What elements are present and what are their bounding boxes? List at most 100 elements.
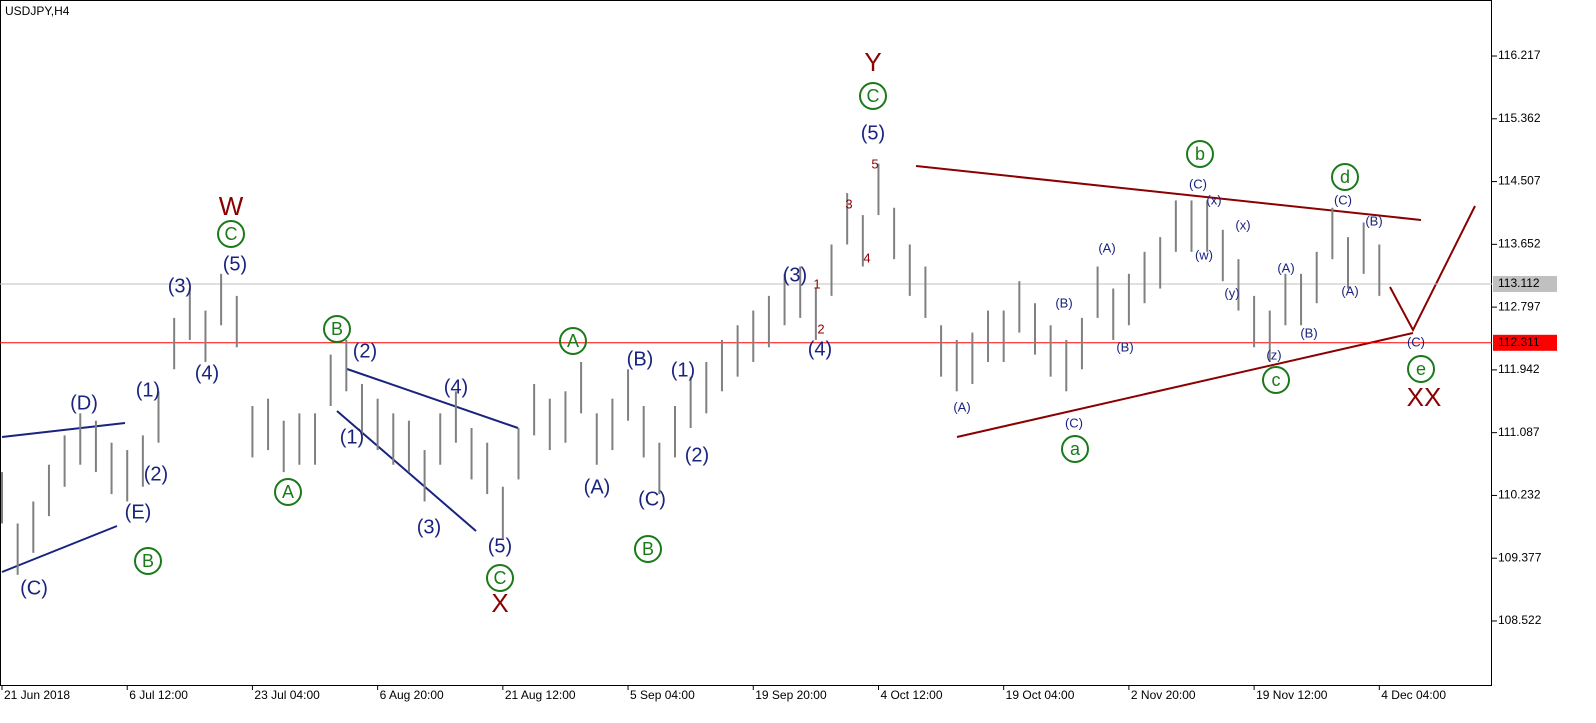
trend-line (1, 525, 118, 573)
y-tick-label: 114.507 (1498, 174, 1541, 188)
y-tick-label: 111.087 (1498, 425, 1540, 439)
wave-label: (5) (488, 535, 512, 557)
x-tick-label: 4 Dec 04:00 (1381, 688, 1446, 702)
wave-label: (A) (1341, 283, 1358, 298)
x-tick-label: 19 Oct 04:00 (1006, 688, 1075, 702)
wave-label: C (494, 568, 507, 588)
trend-line (336, 410, 477, 532)
y-tick-label: 110.232 (1498, 488, 1541, 502)
wave-circle (1186, 140, 1214, 168)
wave-label: (1) (340, 426, 364, 448)
wave-label: (B) (627, 348, 654, 370)
wave-label: d (1340, 167, 1350, 187)
wave-circle (134, 547, 162, 575)
wave-label: X (491, 588, 508, 618)
wave-label: (A) (1098, 240, 1115, 255)
y-tick-label: 109.377 (1498, 550, 1542, 564)
price-level-box (1493, 275, 1557, 292)
wave-label: (C) (1334, 192, 1352, 207)
wave-label: (y) (1224, 285, 1239, 300)
y-tick-label: 112.797 (1498, 299, 1541, 313)
trend-line (346, 368, 519, 429)
wave-label: (C) (1065, 415, 1083, 430)
wave-label: (A) (953, 399, 970, 414)
wave-label: 5 (871, 156, 878, 171)
wave-label: (A) (584, 476, 611, 498)
x-tick-label: 21 Aug 12:00 (505, 688, 576, 702)
wave-label: A (282, 482, 294, 502)
wave-label: b (1195, 144, 1205, 164)
price-level-label: 113.112 (1498, 276, 1540, 290)
wave-label: B (142, 551, 154, 571)
x-tick-label: 19 Sep 20:00 (755, 688, 827, 702)
wave-label: (5) (223, 253, 247, 275)
y-tick-label: 115.362 (1498, 111, 1541, 125)
wave-circle (1331, 163, 1359, 191)
wave-label: 3 (845, 196, 852, 211)
trend-line (915, 165, 1422, 221)
wave-label: (1) (136, 379, 160, 401)
x-tick-label: 6 Jul 12:00 (129, 688, 188, 702)
wave-circle (486, 564, 514, 592)
trend-lines (1, 368, 519, 573)
wave-label: Y (864, 47, 881, 77)
wave-label: C (225, 224, 238, 244)
wave-circle (323, 315, 351, 343)
y-tick-label: 116.217 (1498, 48, 1541, 62)
triangle-lines (915, 165, 1476, 438)
x-tick-label: 21 Jun 2018 (4, 688, 70, 702)
wave-label: (w) (1195, 247, 1213, 262)
wave-label: c (1272, 370, 1281, 390)
wave-label: (1) (671, 359, 695, 381)
wave-circle (1061, 435, 1089, 463)
x-tick-label: 4 Oct 12:00 (880, 688, 942, 702)
x-tick-label: 2 Nov 20:00 (1131, 688, 1196, 702)
trend-line (1, 422, 126, 438)
wave-circle (634, 535, 662, 563)
wave-label: e (1416, 359, 1426, 379)
wave-label: (x) (1235, 217, 1250, 232)
x-tick-label: 6 Aug 20:00 (380, 688, 444, 702)
wave-circle (559, 327, 587, 355)
price-level-label: 112.311 (1498, 335, 1540, 349)
x-tick-label: 23 Jul 04:00 (254, 688, 320, 702)
wave-label: A (567, 331, 579, 351)
wave-label: (3) (168, 275, 192, 297)
wave-label: W (219, 191, 244, 221)
wave-label: (2) (353, 340, 377, 362)
wave-label: (C) (1407, 334, 1425, 349)
wave-label: 4 (863, 250, 870, 265)
wave-circle (859, 82, 887, 110)
y-tick-label: 113.652 (1498, 237, 1541, 251)
y-tick-label: 108.522 (1498, 613, 1542, 627)
wave-label: (A) (1277, 260, 1294, 275)
wave-label: (E) (125, 501, 152, 523)
wave-label: (4) (808, 338, 832, 360)
wave-label: 1 (813, 276, 820, 291)
x-tick-label: 5 Sep 04:00 (630, 688, 695, 702)
wave-label: (B) (1300, 325, 1317, 340)
wave-label: (x) (1206, 192, 1221, 207)
wave-label: (4) (444, 376, 468, 398)
wave-label: (C) (638, 488, 666, 510)
wave-label: (B) (1116, 339, 1133, 354)
wave-label: 2 (817, 321, 824, 336)
wave-label: (2) (144, 463, 168, 485)
wave-label: (C) (1189, 176, 1207, 191)
wave-label: C (867, 86, 880, 106)
wave-label: a (1070, 439, 1081, 459)
wave-label: (4) (195, 362, 219, 384)
price-level-box (1493, 334, 1557, 351)
wave-circle (274, 478, 302, 506)
y-tick-label: 111.942 (1498, 362, 1540, 376)
wave-label: (2) (685, 444, 709, 466)
wave-label: (z) (1266, 347, 1281, 362)
wave-circle (217, 220, 245, 248)
wave-label: (3) (783, 264, 807, 286)
trend-line (956, 332, 1414, 438)
wave-label: B (331, 319, 343, 339)
wave-label: XX (1407, 382, 1442, 412)
wave-label: (B) (1055, 295, 1072, 310)
